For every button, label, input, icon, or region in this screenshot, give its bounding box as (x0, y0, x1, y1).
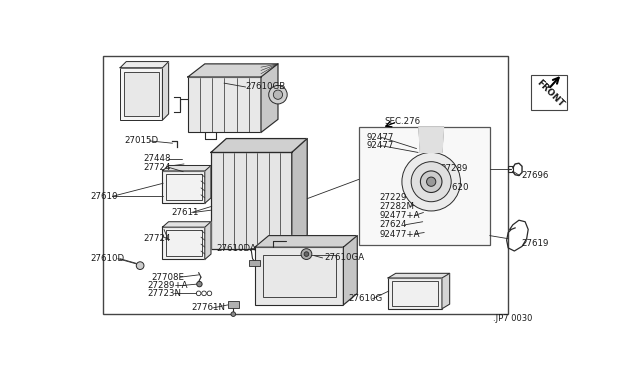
Text: 27724: 27724 (143, 163, 171, 171)
Circle shape (402, 153, 460, 211)
Circle shape (304, 252, 308, 256)
Text: 27620: 27620 (441, 183, 468, 192)
Polygon shape (163, 166, 211, 171)
Bar (166, 174, 202, 200)
Polygon shape (120, 62, 168, 68)
Text: 27448: 27448 (143, 154, 171, 163)
Bar (255, 247, 344, 305)
Bar (262, 255, 336, 297)
Text: 27723N: 27723N (147, 289, 181, 298)
Polygon shape (261, 64, 278, 132)
Text: 27610: 27610 (91, 192, 118, 201)
Polygon shape (211, 139, 307, 153)
Circle shape (269, 86, 287, 104)
Circle shape (196, 281, 202, 287)
Circle shape (411, 162, 451, 202)
Circle shape (231, 312, 236, 317)
Circle shape (420, 171, 442, 192)
Text: 92477+A: 92477+A (380, 211, 420, 220)
Bar (228, 301, 239, 308)
Text: .JP7 0030: .JP7 0030 (493, 314, 532, 323)
Bar (531, 76, 568, 110)
Polygon shape (255, 235, 357, 247)
Text: 27761N: 27761N (192, 304, 226, 312)
Polygon shape (344, 235, 357, 305)
Bar (103, 56, 508, 314)
Text: 27610D: 27610D (91, 254, 125, 263)
Polygon shape (163, 222, 211, 227)
Text: 27624: 27624 (380, 220, 407, 229)
Text: 27696: 27696 (521, 171, 548, 180)
Bar (359, 127, 490, 245)
Polygon shape (205, 166, 211, 203)
Text: 27229: 27229 (380, 193, 407, 202)
Text: 27610G: 27610G (349, 294, 383, 303)
Polygon shape (163, 62, 168, 120)
Text: SEC.276: SEC.276 (384, 117, 420, 126)
Text: 27611: 27611 (171, 208, 198, 217)
Bar (508, 166, 513, 173)
Circle shape (426, 177, 436, 186)
Text: 27724: 27724 (143, 234, 171, 243)
Text: 27289: 27289 (440, 164, 468, 173)
Polygon shape (292, 139, 307, 249)
Bar (188, 77, 261, 132)
Text: FRONT: FRONT (535, 78, 566, 109)
Circle shape (301, 249, 312, 260)
Bar (250, 260, 260, 266)
Text: 27610GB: 27610GB (246, 83, 286, 92)
Bar (166, 230, 202, 256)
Text: 27282M: 27282M (380, 202, 415, 211)
Text: 92477+A: 92477+A (380, 230, 420, 238)
Bar (392, 281, 438, 306)
Bar (163, 227, 205, 260)
Polygon shape (442, 273, 450, 309)
Bar (163, 171, 205, 203)
Text: 27708E: 27708E (151, 273, 184, 282)
Text: 27015D: 27015D (124, 137, 158, 145)
Polygon shape (188, 64, 278, 77)
Bar (388, 278, 442, 309)
Polygon shape (205, 222, 211, 260)
Circle shape (273, 90, 283, 99)
Bar (120, 68, 163, 120)
Text: 92477: 92477 (367, 141, 394, 150)
Text: 27610GA: 27610GA (324, 253, 364, 262)
Circle shape (136, 262, 144, 269)
Text: 27619: 27619 (521, 239, 548, 248)
Bar (124, 71, 159, 116)
Polygon shape (419, 127, 444, 153)
Polygon shape (388, 273, 450, 278)
Text: 92477: 92477 (367, 132, 394, 141)
Text: 27610DA: 27610DA (216, 244, 256, 253)
Text: 27289+A: 27289+A (147, 281, 188, 290)
Bar (211, 153, 292, 249)
